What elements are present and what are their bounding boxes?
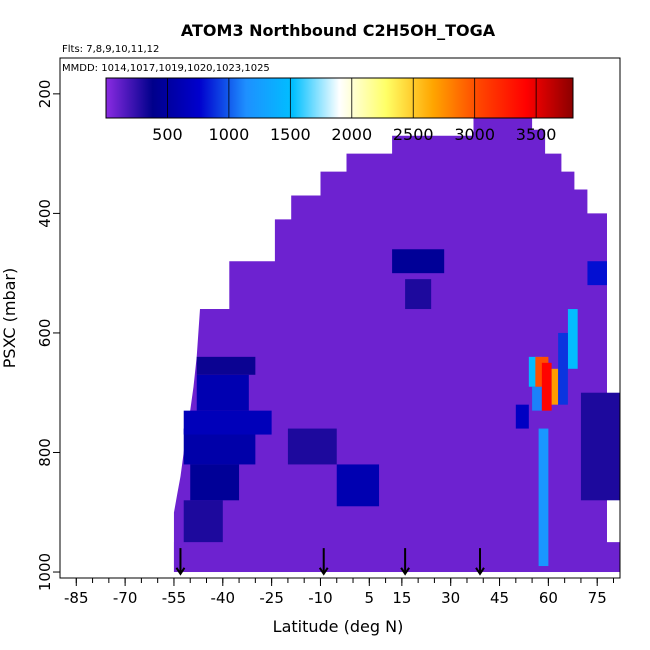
heatmap-cell: [287, 428, 337, 465]
flight-arrow-head: [318, 567, 329, 576]
axes: -85 -70 -55 -40 -25 -10 5 15 30 45 60 75 200 400 600 80…: [36, 57, 621, 607]
heatmap-cell: [587, 261, 607, 286]
colorbar-tick-label: 1500: [270, 125, 311, 144]
y-tick-label: 200: [36, 80, 54, 109]
heatmap-area: [173, 111, 620, 576]
dates-label: MMDD: 1014,1017,1019,1020,1023,1025: [62, 63, 270, 74]
plot-frame: [59, 57, 621, 579]
y-tick-label: 1000: [36, 553, 54, 591]
heatmap-cell: [196, 356, 256, 375]
colorbar-tick-label: 2000: [331, 125, 372, 144]
colorbar-tick-label: 1000: [209, 125, 250, 144]
x-tick-label: -40: [211, 589, 236, 607]
heatmap-cell: [392, 249, 445, 274]
x-axis-label: Latitude (deg N): [273, 617, 404, 636]
y-tick-label: 400: [36, 199, 54, 228]
x-tick-label: 75: [588, 589, 607, 607]
heatmap-cell: [532, 386, 542, 411]
flight-arrow-head: [400, 567, 410, 576]
x-tick-label: -85: [64, 589, 89, 607]
heatmap-cell: [538, 428, 549, 567]
flight-arrow-head: [475, 567, 485, 576]
x-tick-label: 60: [539, 589, 558, 607]
x-tick-label: -10: [308, 589, 333, 607]
colorbar-bar: [105, 77, 574, 119]
x-tick-label: 30: [441, 589, 460, 607]
heatmap-cell: [580, 392, 620, 501]
heatmap-cell: [183, 500, 223, 543]
heatmap-cell: [190, 464, 240, 501]
flight-arrow-head: [175, 567, 186, 576]
chart-title: ATOM3 Northbound C2H5OH_TOGA: [181, 21, 496, 40]
colorbar-tick-label: 500: [152, 125, 183, 144]
colorbar: 500 1000 1500 2000 2500 3000 3500: [105, 77, 574, 144]
x-tick-label: -25: [259, 589, 284, 607]
colorbar-tick-label: 3000: [454, 125, 495, 144]
heatmap-cell: [515, 404, 529, 429]
data-envelope: [173, 111, 607, 573]
flights-label: Flts: 7,8,9,10,11,12: [62, 44, 159, 55]
heatmap-cell: [567, 309, 578, 369]
y-tick-label: 600: [36, 319, 54, 348]
y-axis-label: PSXC (mbar): [0, 268, 19, 368]
heatmap-cell: [196, 374, 249, 411]
heatmap-cell: [405, 279, 432, 310]
y-tick-label: 800: [36, 438, 54, 467]
x-tick-label: 45: [490, 589, 509, 607]
heatmap-cell: [336, 464, 380, 507]
heatmap-cell: [551, 368, 559, 405]
heatmap-cell: [541, 362, 552, 411]
heatmap-cell: [183, 410, 272, 435]
x-tick-label: -55: [162, 589, 187, 607]
colorbar-tick-label: 3500: [516, 125, 557, 144]
x-tick-label: -70: [113, 589, 138, 607]
x-tick-label: 5: [365, 589, 375, 607]
x-tick-label: 15: [392, 589, 411, 607]
heatmap-cell: [558, 332, 568, 405]
colorbar-tick-label: 2500: [393, 125, 434, 144]
heatmap-cell: [173, 542, 620, 573]
